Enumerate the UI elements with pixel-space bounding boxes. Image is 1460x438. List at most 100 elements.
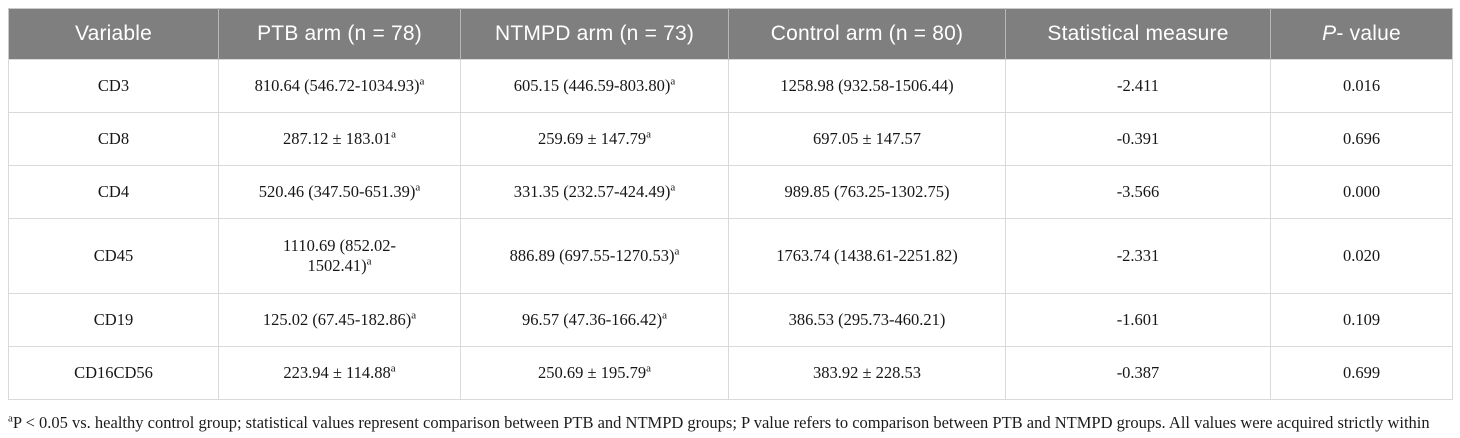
cell-variable: CD19 <box>8 293 219 347</box>
table-row: CD8 287.12 ± 183.01a 259.69 ± 147.79a 697.0… <box>8 112 1453 166</box>
cell-control: 1258.98 (932.58-1506.44) <box>728 59 1006 113</box>
significance-superscript: a <box>646 128 651 141</box>
cell-ptb: 520.46 (347.50-651.39)a <box>218 165 461 219</box>
cell-control: 697.05 ± 147.57 <box>728 112 1006 166</box>
significance-superscript: a <box>391 128 396 141</box>
cell-text: 989.85 (763.25-1302.75) <box>784 182 950 201</box>
significance-superscript: a <box>670 75 676 88</box>
table-row: CD4 520.46 (347.50-651.39)a 331.35 (232.57… <box>8 165 1453 219</box>
cell-text: 0.000 <box>1342 182 1381 201</box>
cell-ptb: 810.64 (546.72-1034.93)a <box>218 59 461 113</box>
cell-text: 697.05 ± 147.57 <box>812 129 922 148</box>
cell-text: 0.696 <box>1342 129 1381 148</box>
significance-superscript: a <box>670 181 676 194</box>
cell-ptb: 223.94 ± 114.88a <box>218 346 461 400</box>
cell-text: 1110.69 (852.02- 1502.41) <box>283 236 396 275</box>
table-body: CD3 810.64 (546.72-1034.93)a 605.15 (446.5… <box>8 59 1453 400</box>
cell-ntmpd: 605.15 (446.59-803.80)a <box>460 59 729 113</box>
cell-text: CD8 <box>97 129 130 148</box>
significance-superscript: a <box>390 362 396 375</box>
significance-superscript: a <box>674 245 680 258</box>
cell-text: CD19 <box>93 310 134 329</box>
column-header-p-value: P- value <box>1270 8 1453 60</box>
cell-text: 1763.74 (1438.61-2251.82) <box>776 246 958 265</box>
cell-p: 0.696 <box>1270 112 1453 166</box>
significance-superscript: a <box>646 362 651 375</box>
cell-text: CD3 <box>97 76 130 95</box>
cell-stat: -2.411 <box>1005 59 1271 113</box>
significance-superscript: a <box>411 309 417 322</box>
column-header-variable: Variable <box>8 8 219 60</box>
column-header-statistical-measure: Statistical measure <box>1005 8 1271 60</box>
cell-variable: CD16CD56 <box>8 346 219 400</box>
cell-text: 223.94 ± 114.88 <box>283 363 391 382</box>
cell-ntmpd: 331.35 (232.57-424.49)a <box>460 165 729 219</box>
cell-control: 1763.74 (1438.61-2251.82) <box>728 218 1006 294</box>
table-header: Variable PTB arm (n = 78) NTMPD arm (n =… <box>8 8 1453 60</box>
cell-stat: -3.566 <box>1005 165 1271 219</box>
table-row: CD19 125.02 (67.45-182.86)a 96.57 (47.36-1… <box>8 293 1453 347</box>
cell-text: 383.92 ± 228.53 <box>812 363 922 382</box>
cell-text: -2.331 <box>1116 246 1160 265</box>
footnote-text-1: P < 0.05 vs. healthy control group; stat… <box>12 413 1430 432</box>
cell-text: 331.35 (232.57-424.49) <box>513 182 671 201</box>
cell-p: 0.000 <box>1270 165 1453 219</box>
cell-variable: CD4 <box>8 165 219 219</box>
p-value-rest: - value <box>1336 22 1401 45</box>
significance-superscript: a <box>419 75 425 88</box>
cell-text: CD4 <box>97 182 130 201</box>
cell-text: 520.46 (347.50-651.39) <box>258 182 416 201</box>
footnote-superscript-a: a <box>8 412 13 425</box>
cell-ntmpd: 250.69 ± 195.79a <box>460 346 729 400</box>
cell-text: 0.016 <box>1342 76 1381 95</box>
cell-text: 96.57 (47.36-166.42) <box>521 310 663 329</box>
cell-p: 0.016 <box>1270 59 1453 113</box>
table-row: CD3 810.64 (546.72-1034.93)a 605.15 (446.5… <box>8 59 1453 113</box>
cell-text: -0.387 <box>1116 363 1160 382</box>
cell-variable: CD45 <box>8 218 219 294</box>
significance-superscript: a <box>415 181 421 194</box>
cell-text: 1258.98 (932.58-1506.44) <box>780 76 954 95</box>
p-value-italic: P <box>1322 22 1337 45</box>
cell-text: 287.12 ± 183.01 <box>283 129 392 148</box>
cell-p: 0.699 <box>1270 346 1453 400</box>
cell-p: 0.020 <box>1270 218 1453 294</box>
cell-control: 386.53 (295.73-460.21) <box>728 293 1006 347</box>
cell-text: -0.391 <box>1116 129 1160 148</box>
table-row: CD16CD56 223.94 ± 114.88a 250.69 ± 195.79a… <box>8 346 1453 400</box>
cell-stat: -2.331 <box>1005 218 1271 294</box>
significance-superscript: a <box>366 255 372 268</box>
cell-stat: -1.601 <box>1005 293 1271 347</box>
cell-text: 605.15 (446.59-803.80) <box>513 76 671 95</box>
cell-variable: CD3 <box>8 59 219 113</box>
cell-ptb: 125.02 (67.45-182.86)a <box>218 293 461 347</box>
cell-text: 810.64 (546.72-1034.93) <box>254 76 420 95</box>
cell-text: 0.020 <box>1342 246 1381 265</box>
column-header-ntmpd-arm: NTMPD arm (n = 73) <box>460 8 729 60</box>
table-footnote: aP < 0.05 vs. healthy control group; sta… <box>8 410 1452 438</box>
cell-control: 989.85 (763.25-1302.75) <box>728 165 1006 219</box>
cell-text: CD45 <box>93 246 134 265</box>
cell-text: 0.109 <box>1342 310 1381 329</box>
table-figure: Variable PTB arm (n = 78) NTMPD arm (n =… <box>8 8 1453 438</box>
cell-ntmpd: 96.57 (47.36-166.42)a <box>460 293 729 347</box>
column-header-control-arm: Control arm (n = 80) <box>728 8 1006 60</box>
column-header-ptb-arm: PTB arm (n = 78) <box>218 8 461 60</box>
cell-p: 0.109 <box>1270 293 1453 347</box>
cell-text: -1.601 <box>1116 310 1160 329</box>
cell-text: 0.699 <box>1342 363 1381 382</box>
cell-variable: CD8 <box>8 112 219 166</box>
cell-text: -2.411 <box>1116 76 1159 95</box>
cell-text: 259.69 ± 147.79 <box>538 129 647 148</box>
cell-stat: -0.391 <box>1005 112 1271 166</box>
cell-text: 125.02 (67.45-182.86) <box>262 310 412 329</box>
cell-text: -3.566 <box>1116 182 1160 201</box>
table-row: CD45 1110.69 (852.02- 1502.41)a 886.89 (69… <box>8 218 1453 294</box>
cell-stat: -0.387 <box>1005 346 1271 400</box>
cell-text: 386.53 (295.73-460.21) <box>788 310 946 329</box>
cell-ptb: 287.12 ± 183.01a <box>218 112 461 166</box>
cell-ptb: 1110.69 (852.02- 1502.41)a <box>218 218 461 294</box>
cell-ntmpd: 886.89 (697.55-1270.53)a <box>460 218 729 294</box>
cell-text: 886.89 (697.55-1270.53) <box>509 246 675 265</box>
cell-text: 250.69 ± 195.79 <box>538 363 647 382</box>
